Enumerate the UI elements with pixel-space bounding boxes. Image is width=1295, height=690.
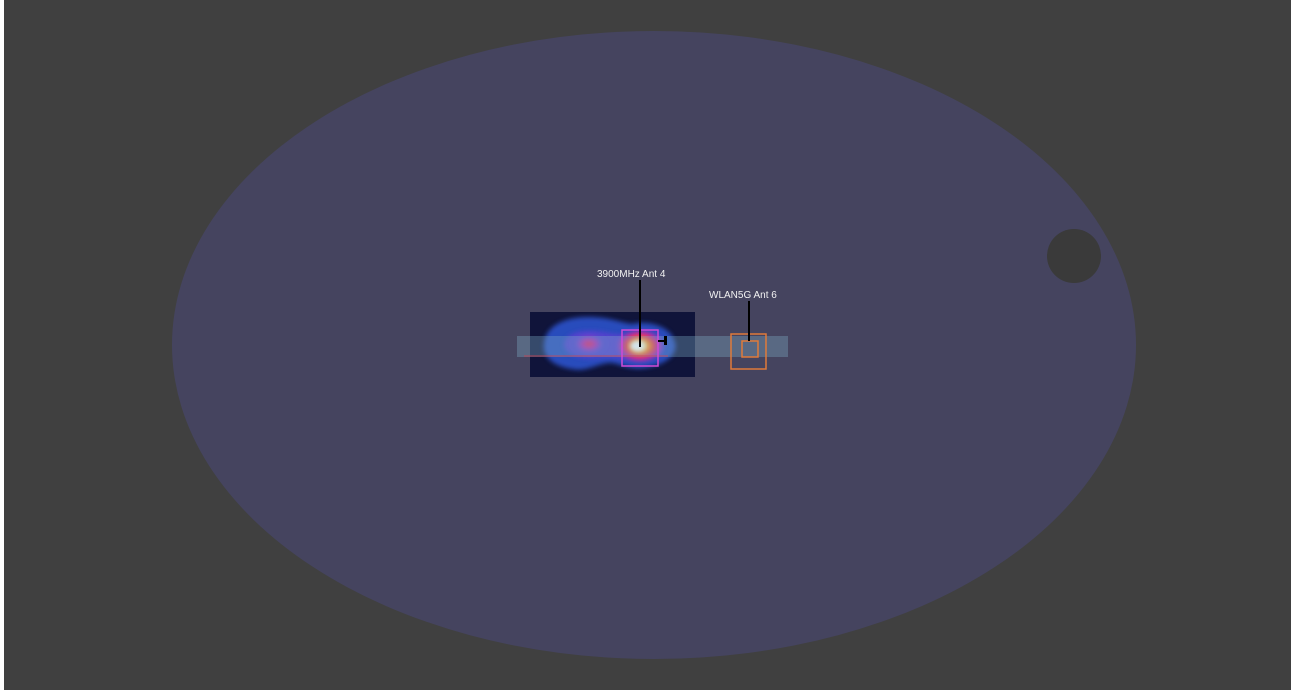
heatmap-hotspot-secondary: [571, 333, 607, 355]
antenna-4-label: 3900MHz Ant 4: [597, 269, 666, 280]
antenna-6-marker[interactable]: [730, 301, 767, 370]
antenna-4-marker[interactable]: [621, 280, 667, 367]
antenna-4-feed-mark-2: [664, 336, 667, 345]
antenna-6-label: WLAN5G Ant 6: [709, 290, 777, 301]
antenna-4-feed-mark: [658, 340, 666, 342]
device-hole: [1047, 229, 1101, 283]
scene-canvas[interactable]: [4, 0, 1291, 690]
pcb-strip[interactable]: [517, 336, 788, 357]
3d-viewport[interactable]: 3900MHz Ant 4 WLAN5G Ant 6: [4, 0, 1291, 690]
